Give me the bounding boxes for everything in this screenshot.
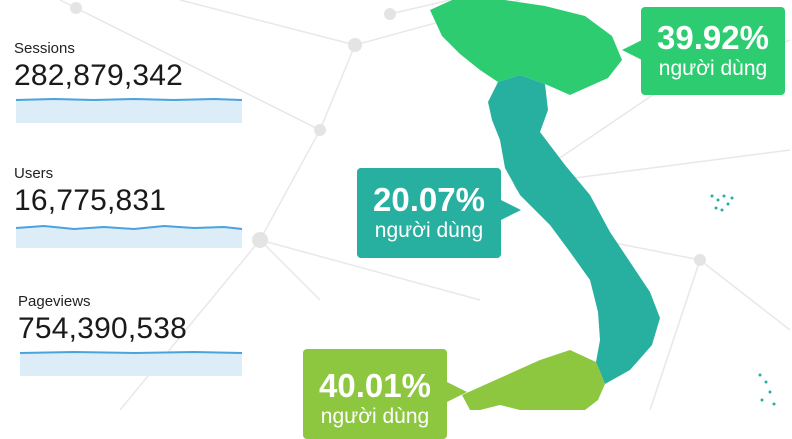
central-percent: 20.07% [373,181,485,218]
central-callout-tail [501,200,521,220]
north-callout: 39.92% người dùng [641,7,785,95]
users-sparkline [15,224,243,248]
users-metric: Users 16,775,831 [14,165,254,248]
sessions-label: Sessions [14,40,75,57]
south-percent: 40.01% [319,367,431,404]
spratly-islands [758,373,776,406]
vietnam-map [430,0,776,410]
pageviews-metric: Pageviews 754,390,538 [14,293,254,376]
south-callout-tail [447,382,467,402]
south-callout: 40.01% người dùng [303,349,447,439]
pageviews-label: Pageviews [18,293,91,310]
paracel-islands [710,194,734,212]
north-label: người dùng [658,57,768,80]
sessions-sparkline [15,97,243,123]
north-region [430,0,622,95]
south-region [462,350,605,410]
north-percent: 39.92% [657,19,769,56]
users-label: Users [14,165,54,182]
central-region [488,75,660,384]
central-callout: 20.07% người dùng [357,168,501,258]
north-callout-tail [622,40,642,60]
central-label: người dùng [374,219,484,242]
users-value: 16,775,831 [14,184,167,217]
south-label: người dùng [320,405,430,428]
pageviews-value: 754,390,538 [18,312,188,345]
sessions-metric: Sessions 282,879,342 [14,40,254,123]
sessions-value: 282,879,342 [14,59,184,92]
pageviews-sparkline [19,350,243,376]
